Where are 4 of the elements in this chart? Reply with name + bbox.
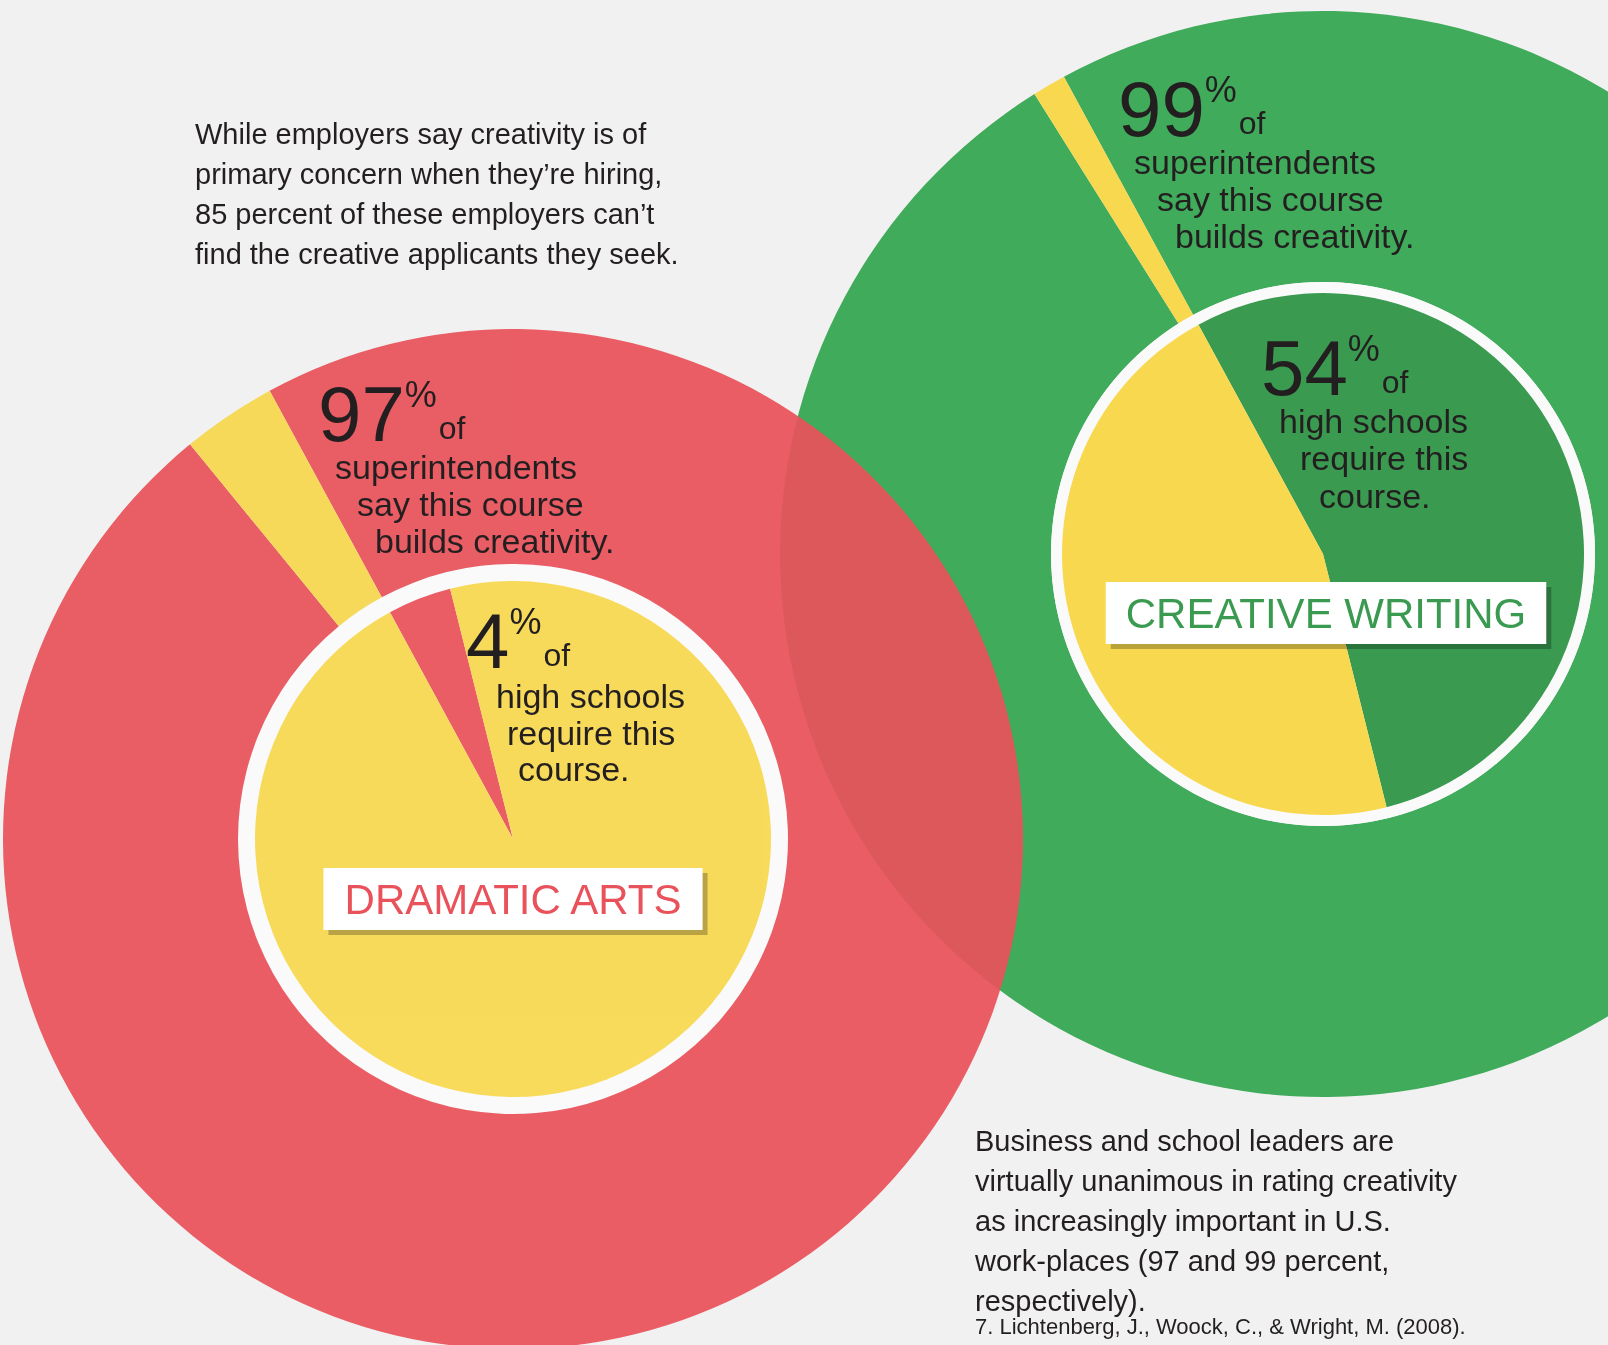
text: While employers say creativity is of primary concern when they’re hiring, 85 percent of these employers can’t find the creative applicants they seek. [195,118,679,270]
text: DRAMATIC ARTS [344,876,682,923]
text: CREATIVE WRITING [1125,590,1527,637]
text: Business and school leaders are virtually unanimous in rating creativity as increasingly important in U.S. work-places (97 and 99 percent, respectively). [974,1125,1458,1317]
